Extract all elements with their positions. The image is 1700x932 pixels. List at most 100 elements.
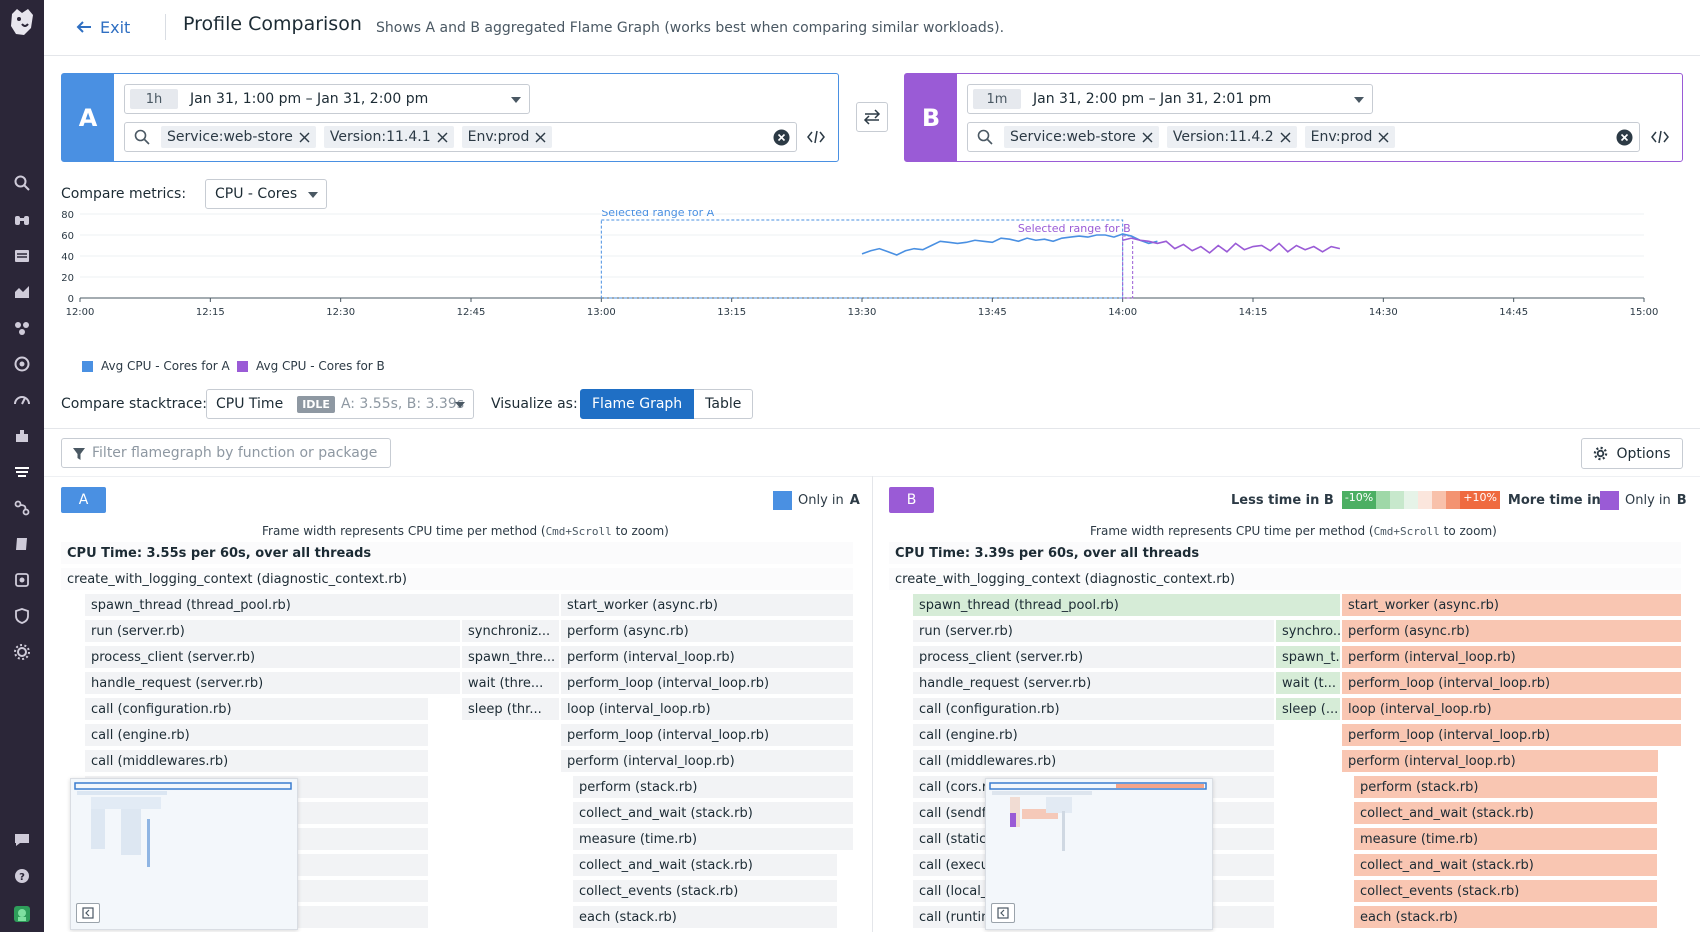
flame-frame[interactable]: perform (stack.rb) [1354, 776, 1659, 800]
close-icon[interactable] [437, 132, 448, 143]
network-icon[interactable] [0, 490, 44, 526]
flame-frame[interactable]: create_with_logging_context (diagnostic_… [61, 568, 855, 592]
flame-frame[interactable]: run (server.rb) [85, 620, 462, 644]
minimap-collapse-button[interactable] [76, 903, 100, 923]
flame-frame[interactable]: collect_events (stack.rb) [573, 880, 839, 904]
flame-frame[interactable]: sleep (thr... [462, 698, 561, 722]
notebooks-icon[interactable] [0, 526, 44, 562]
flame-frame[interactable]: perform (interval_loop.rb) [1342, 646, 1683, 670]
infrastructure-icon[interactable] [0, 310, 44, 346]
flame-frame-header[interactable]: CPU Time: 3.55s per 60s, over all thread… [61, 542, 855, 566]
flame-frame[interactable]: collect_and_wait (stack.rb) [1354, 802, 1659, 826]
flame-frame[interactable]: measure (time.rb) [573, 828, 855, 852]
flame-frame[interactable]: sleep (... [1276, 698, 1342, 722]
integrations-icon[interactable] [0, 418, 44, 454]
dashboard-icon[interactable] [0, 274, 44, 310]
flame-frame[interactable]: wait (thre... [462, 672, 561, 696]
flame-frame[interactable]: perform (interval_loop.rb) [561, 646, 855, 670]
close-icon[interactable] [1142, 132, 1153, 143]
close-icon[interactable] [535, 132, 546, 143]
flame-frame[interactable]: run (server.rb) [913, 620, 1276, 644]
flame-frame[interactable]: loop (interval_loop.rb) [1342, 698, 1683, 722]
tag-chip[interactable]: Env:prod [1304, 126, 1396, 148]
flame-frame[interactable]: perform_loop (interval_loop.rb) [561, 672, 855, 696]
flamegraph-b-minimap[interactable] [985, 778, 1213, 930]
flame-frame[interactable]: collect_and_wait (stack.rb) [573, 854, 839, 878]
profile-b-time-select[interactable]: 1m Jan 31, 2:00 pm – Jan 31, 2:01 pm [967, 84, 1373, 114]
close-icon[interactable] [299, 132, 310, 143]
flame-frame[interactable]: handle_request (server.rb) [913, 672, 1276, 696]
chat-icon[interactable] [0, 822, 44, 858]
flame-frame[interactable]: each (stack.rb) [573, 906, 839, 930]
profile-a-time-select[interactable]: 1h Jan 31, 1:00 pm – Jan 31, 2:00 pm [124, 84, 530, 114]
flame-frame[interactable]: call (middlewares.rb) [85, 750, 430, 774]
flamegraph-b[interactable]: CPU Time: 3.39s per 60s, over all thread… [889, 542, 1683, 932]
flame-frame[interactable]: perform (stack.rb) [573, 776, 855, 800]
flame-frame-header[interactable]: CPU Time: 3.39s per 60s, over all thread… [889, 542, 1683, 566]
close-icon[interactable] [1378, 132, 1389, 143]
flame-frame[interactable]: call (configuration.rb) [85, 698, 430, 722]
flame-frame[interactable]: spawn_t... [1276, 646, 1342, 670]
gear-icon[interactable] [0, 634, 44, 670]
flame-frame[interactable]: perform_loop (interval_loop.rb) [561, 724, 855, 748]
flame-frame[interactable]: handle_request (server.rb) [85, 672, 462, 696]
flame-frame[interactable]: perform (interval_loop.rb) [561, 750, 855, 774]
legend-item-a[interactable]: Avg CPU - Cores for A [82, 359, 230, 373]
flame-frame[interactable]: each (stack.rb) [1354, 906, 1659, 930]
exit-button[interactable]: Exit [76, 14, 130, 40]
flame-frame[interactable]: spawn_thre... [462, 646, 561, 670]
flame-frame[interactable]: collect_and_wait (stack.rb) [573, 802, 855, 826]
flame-frame[interactable]: process_client (server.rb) [913, 646, 1276, 670]
security-icon[interactable] [0, 598, 44, 634]
profiler-icon[interactable] [0, 454, 44, 490]
apm-icon[interactable] [0, 346, 44, 382]
search-icon[interactable] [0, 165, 44, 201]
flame-frame[interactable]: call (engine.rb) [85, 724, 430, 748]
help-icon[interactable]: ? [0, 858, 44, 894]
compare-metrics-select[interactable]: CPU - Cores [205, 179, 327, 209]
binoculars-icon[interactable] [0, 201, 44, 237]
flame-frame[interactable]: collect_and_wait (stack.rb) [1354, 854, 1659, 878]
tag-chip[interactable]: Version:11.4.2 [1166, 126, 1297, 148]
flame-frame[interactable]: start_worker (async.rb) [1342, 594, 1683, 618]
flame-frame[interactable]: create_with_logging_context (diagnostic_… [889, 568, 1683, 592]
flamegraph-filter-input[interactable]: Filter flamegraph by function or package [61, 438, 391, 468]
flame-frame[interactable]: perform (interval_loop.rb) [1342, 750, 1660, 774]
flame-frame[interactable]: spawn_thread (thread_pool.rb) [913, 594, 1342, 618]
monitors-icon[interactable] [0, 382, 44, 418]
tag-chip[interactable]: Service:web-store [161, 126, 316, 148]
compare-stacktrace-select[interactable]: CPU Time IDLE A: 3.55s, B: 3.39s [206, 389, 474, 419]
flame-frame[interactable]: perform (async.rb) [1342, 620, 1683, 644]
flamegraph-a-minimap[interactable] [70, 778, 298, 930]
legend-item-b[interactable]: Avg CPU - Cores for B [237, 359, 385, 373]
tag-chip[interactable]: Env:prod [461, 126, 553, 148]
logs-icon[interactable] [0, 238, 44, 274]
flame-frame[interactable]: call (configuration.rb) [913, 698, 1276, 722]
flame-frame[interactable]: synchroniz... [462, 620, 561, 644]
flamegraph-a[interactable]: CPU Time: 3.55s per 60s, over all thread… [61, 542, 855, 932]
clear-search-icon[interactable] [773, 129, 790, 146]
flame-frame[interactable]: synchro... [1276, 620, 1342, 644]
flame-frame[interactable]: perform (async.rb) [561, 620, 855, 644]
code-icon[interactable] [807, 130, 825, 144]
cpu-timeseries-chart[interactable]: 0 20 40 60 80 12:00 12:15 12:30 12:45 13:00 13:15 1… [44, 210, 1684, 346]
flame-frame[interactable]: process_client (server.rb) [85, 646, 462, 670]
user-avatar-icon[interactable] [0, 896, 44, 932]
flame-frame[interactable]: measure (time.rb) [1354, 828, 1659, 852]
watchdog-icon[interactable] [0, 562, 44, 598]
tag-chip[interactable]: Version:11.4.1 [323, 126, 454, 148]
datadog-logo-icon[interactable] [4, 4, 40, 40]
flame-frame[interactable]: collect_events (stack.rb) [1354, 880, 1659, 904]
flamegraph-split-divider[interactable] [872, 476, 873, 932]
close-icon[interactable] [1280, 132, 1291, 143]
flame-frame[interactable]: wait (t... [1276, 672, 1342, 696]
flame-frame[interactable]: perform_loop (interval_loop.rb) [1342, 672, 1683, 696]
clear-search-icon[interactable] [1616, 129, 1633, 146]
minimap-collapse-button[interactable] [991, 903, 1015, 923]
flame-frame[interactable]: call (middlewares.rb) [913, 750, 1276, 774]
flame-frame[interactable]: perform_loop (interval_loop.rb) [1342, 724, 1683, 748]
tag-chip[interactable]: Service:web-store [1004, 126, 1159, 148]
options-button[interactable]: Options [1581, 438, 1683, 469]
flame-frame[interactable]: loop (interval_loop.rb) [561, 698, 855, 722]
flame-frame[interactable]: call (engine.rb) [913, 724, 1276, 748]
